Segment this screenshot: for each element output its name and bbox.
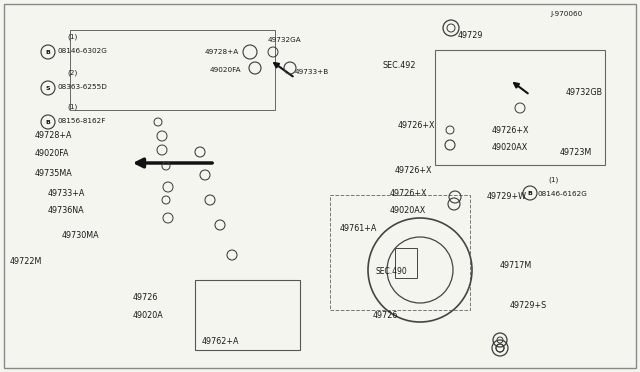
Text: 49728+A: 49728+A <box>205 49 239 55</box>
Text: 49733+B: 49733+B <box>295 69 329 75</box>
Text: 49732GA: 49732GA <box>268 37 301 43</box>
Bar <box>70 30 275 110</box>
Text: 08156-8162F: 08156-8162F <box>57 118 106 124</box>
Text: 49728+A: 49728+A <box>35 131 72 140</box>
Text: SEC.492: SEC.492 <box>383 61 417 70</box>
Text: 49020AX: 49020AX <box>492 142 528 151</box>
Text: 49020FA: 49020FA <box>35 148 70 157</box>
Text: (2): (2) <box>67 70 77 76</box>
Text: 49726: 49726 <box>373 311 398 320</box>
Text: 49726+X: 49726+X <box>398 121 435 129</box>
Text: 49020AX: 49020AX <box>390 205 426 215</box>
Text: 49729+S: 49729+S <box>510 301 547 311</box>
Text: 49726+X: 49726+X <box>390 189 428 198</box>
Text: 08146-6162G: 08146-6162G <box>538 191 588 197</box>
Text: 49722M: 49722M <box>10 257 42 266</box>
Text: 49020A: 49020A <box>133 311 164 320</box>
Circle shape <box>41 81 55 95</box>
Text: B: B <box>45 49 51 55</box>
Text: 49726+X: 49726+X <box>492 125 529 135</box>
Bar <box>330 195 470 310</box>
Text: 49729+W: 49729+W <box>487 192 527 201</box>
Text: SEC.490: SEC.490 <box>376 267 408 276</box>
Text: 49020FA: 49020FA <box>210 67 242 73</box>
Text: 49762+A: 49762+A <box>202 337 239 346</box>
Circle shape <box>523 186 537 200</box>
Text: (1): (1) <box>67 34 77 40</box>
Bar <box>435 50 605 165</box>
Text: 49761+A: 49761+A <box>340 224 378 232</box>
Text: 49736NA: 49736NA <box>48 205 84 215</box>
Bar <box>195 280 300 350</box>
Text: J-970060: J-970060 <box>550 11 582 17</box>
Text: 49733+A: 49733+A <box>48 189 85 198</box>
Text: B: B <box>527 190 532 196</box>
Text: (1): (1) <box>548 177 558 183</box>
Circle shape <box>41 115 55 129</box>
Bar <box>395 248 417 278</box>
Text: (1): (1) <box>67 104 77 110</box>
Text: 49726+X: 49726+X <box>395 166 433 174</box>
Text: 49730MA: 49730MA <box>62 231 100 240</box>
Text: 49723M: 49723M <box>560 148 592 157</box>
Text: 49726: 49726 <box>133 294 158 302</box>
Circle shape <box>41 45 55 59</box>
Text: B: B <box>45 119 51 125</box>
Text: 49717M: 49717M <box>500 260 532 269</box>
Text: 49735MA: 49735MA <box>35 169 73 177</box>
Text: 49729: 49729 <box>458 31 483 39</box>
Text: 49732GB: 49732GB <box>566 87 603 96</box>
Text: 08146-6302G: 08146-6302G <box>57 48 107 54</box>
Text: S: S <box>45 86 51 90</box>
Text: 08363-6255D: 08363-6255D <box>57 84 107 90</box>
